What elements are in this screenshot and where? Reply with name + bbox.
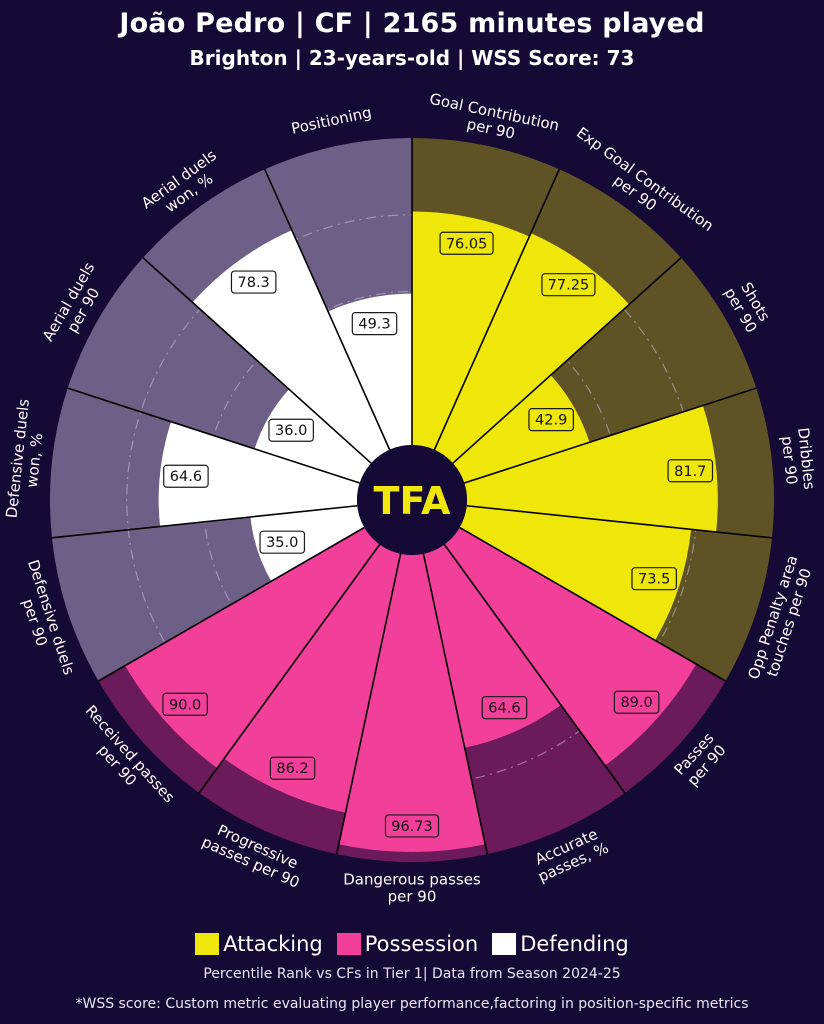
- value-label-text: 96.73: [391, 819, 433, 835]
- value-label-box: [439, 231, 494, 255]
- wedge-separator: [459, 526, 726, 682]
- value-label-box: [667, 459, 714, 483]
- bar-progressive-passes-per-90: [224, 544, 401, 813]
- bar-dribbles-per-90: [464, 405, 718, 532]
- wedge-separator: [198, 544, 381, 794]
- wedge-separators: [51, 138, 773, 855]
- value-label-dribbles-per-90: 81.7: [667, 459, 714, 483]
- bar-goal-contribution-per-90: [412, 211, 530, 450]
- center-circle: [357, 445, 467, 555]
- value-label-aerial-duels-per-90: 36.0: [268, 418, 314, 442]
- bar-accurate-passes: [423, 544, 561, 748]
- value-label-aerial-duels-won: 78.3: [230, 270, 277, 294]
- value-label-dangerous-passes-per-90: 96.73: [384, 814, 440, 838]
- wedge-separator: [98, 526, 365, 682]
- value-label-box: [613, 690, 660, 714]
- legend-swatch-possession: [336, 933, 361, 955]
- legend-item-attacking: Attacking: [195, 932, 323, 956]
- legend-swatch-defending: [492, 933, 517, 955]
- value-label-text: 90.0: [169, 697, 201, 713]
- value-labels: 76.05 77.25 42.9 81.7 73.5 89.0 64.6 96.73 86.2 9…: [162, 231, 714, 838]
- value-label-box: [528, 408, 574, 432]
- legend-label-possession: Possession: [364, 932, 479, 956]
- wedge-separator: [466, 504, 773, 539]
- value-label-text: 64.6: [170, 469, 202, 485]
- value-label-text: 49.3: [358, 317, 390, 333]
- wedge-separator: [433, 168, 560, 451]
- value-label-defensive-duels-won: 64.6: [163, 464, 209, 488]
- legend: Attacking Possession Defending: [0, 932, 824, 956]
- chart-title: João Pedro | CF | 2165 minutes played: [119, 8, 705, 39]
- value-label-box: [269, 756, 316, 780]
- legend-label-attacking: Attacking: [223, 932, 323, 956]
- center-logo: TFA: [357, 445, 467, 555]
- category-label-line: Positioning: [290, 103, 374, 138]
- value-label-text: 42.9: [535, 413, 567, 429]
- value-label-accurate-passes: 64.6: [481, 696, 528, 720]
- category-label-line: won, %: [23, 432, 47, 488]
- wedge-separator: [452, 257, 682, 464]
- value-label-text: 64.6: [488, 701, 520, 717]
- value-label-box: [351, 311, 398, 336]
- wedge-separator: [142, 257, 372, 464]
- value-label-text: 77.25: [548, 278, 590, 294]
- category-label-line: per 90: [778, 435, 801, 485]
- wedge-separator: [51, 504, 358, 539]
- value-label-box: [259, 530, 306, 554]
- value-label-text: 86.2: [276, 761, 308, 777]
- wedge-separator: [335, 553, 402, 855]
- value-label-text: 73.5: [638, 572, 670, 588]
- category-label-line: Dangerous passes: [343, 871, 481, 889]
- value-label-text: 89.0: [620, 695, 652, 711]
- value-label-box: [631, 567, 677, 591]
- bar-opp-penalty-area-touches-per-90: [459, 505, 692, 641]
- value-label-box: [481, 696, 528, 720]
- value-label-goal-contribution-per-90: 76.05: [439, 231, 494, 255]
- value-label-progressive-passes-per-90: 86.2: [269, 756, 316, 780]
- wedge-separator: [67, 387, 360, 484]
- value-label-text: 36.0: [275, 423, 307, 439]
- value-label-passes-per-90: 89.0: [613, 690, 660, 714]
- chart-subtitle: Brighton | 23-years-old | WSS Score: 73: [189, 46, 635, 70]
- legend-swatch-attacking: [195, 933, 220, 955]
- category-label-line: per 90: [388, 888, 437, 906]
- wss-note: *WSS score: Custom metric evaluating pla…: [75, 996, 749, 1012]
- value-label-received-passes-per-90: 90.0: [162, 692, 208, 716]
- category-label-positioning: Positioning: [290, 103, 374, 138]
- bar-dangerous-passes-per-90: [338, 553, 486, 852]
- value-label-shots-per-90: 42.9: [528, 408, 574, 432]
- bar-defensive-duels-per-90: [250, 505, 365, 582]
- value-label-text: 76.05: [446, 236, 488, 252]
- value-label-text: 78.3: [238, 275, 270, 291]
- value-label-box: [384, 814, 440, 838]
- legend-item-possession: Possession: [336, 932, 479, 956]
- value-label-box: [268, 418, 314, 442]
- wedge-separator: [264, 168, 391, 451]
- value-label-defensive-duels-per-90: 35.0: [259, 530, 306, 554]
- value-label-positioning: 49.3: [351, 311, 398, 336]
- wedge-separator: [443, 544, 626, 794]
- value-label-box: [230, 270, 277, 294]
- wedge-separator: [464, 387, 757, 484]
- value-label-box: [163, 464, 209, 488]
- value-label-exp-goal-contribution-per-90: 77.25: [541, 273, 596, 297]
- value-label-text: 81.7: [674, 464, 706, 480]
- bar-defensive-duels-won: [158, 421, 360, 527]
- tfa-logo: TFA: [374, 479, 452, 523]
- wedge-separator: [422, 553, 489, 855]
- bar-shots-per-90: [452, 375, 590, 484]
- legend-label-defending: Defending: [520, 932, 629, 956]
- legend-item-defending: Defending: [492, 932, 629, 956]
- value-label-opp-penalty-area-touches-per-90: 73.5: [631, 567, 677, 591]
- footnote: Percentile Rank vs CFs in Tier 1| Data f…: [203, 966, 621, 982]
- value-label-text: 35.0: [266, 535, 298, 551]
- value-label-box: [541, 273, 596, 297]
- value-label-box: [162, 692, 208, 716]
